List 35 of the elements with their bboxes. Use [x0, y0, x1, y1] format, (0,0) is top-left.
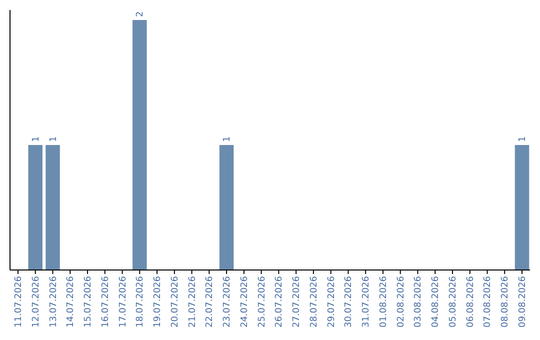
x-tick-label: 07.08.2026 [483, 276, 494, 328]
x-tick-label: 01.08.2026 [378, 276, 389, 328]
x-tick-label: 18.07.2026 [136, 276, 146, 328]
x-tick-label: 25.07.2026 [257, 276, 268, 328]
x-tick-label: 15.07.2026 [84, 276, 94, 328]
data-label: 1 [48, 136, 59, 142]
x-tick-label: 02.08.2026 [396, 276, 406, 328]
x-tick-label: 24.07.2026 [240, 276, 250, 328]
x-tick-label: 26.07.2026 [274, 276, 285, 328]
x-tick-label: 21.07.2026 [188, 276, 198, 328]
data-label: 1 [222, 136, 233, 142]
x-tick-label: 23.07.2026 [222, 276, 233, 328]
x-tick-label: 19.07.2026 [153, 276, 164, 328]
data-label: 1 [31, 136, 42, 142]
x-tick-label: 04.08.2026 [431, 276, 442, 328]
x-tick-label: 31.07.2026 [362, 276, 372, 328]
x-tick-label: 17.07.2026 [118, 276, 128, 328]
x-tick-label: 12.07.2026 [31, 276, 42, 328]
data-label: 2 [136, 11, 146, 17]
data-label: 1 [518, 136, 528, 142]
x-tick-label: 14.07.2026 [66, 276, 76, 328]
x-tick-label: 22.07.2026 [205, 276, 216, 328]
x-tick-label: 11.07.2026 [14, 276, 24, 328]
x-tick-label: 16.07.2026 [100, 276, 111, 328]
x-tick-label: 06.08.2026 [466, 276, 476, 328]
x-tick-label: 30.07.2026 [344, 276, 354, 328]
x-tick-label: 13.07.2026 [48, 276, 59, 328]
x-tick-label: 09.08.2026 [518, 276, 528, 328]
x-tick-label: 05.08.2026 [448, 276, 458, 328]
x-tick-label: 20.07.2026 [170, 276, 180, 328]
x-tick-label: 29.07.2026 [326, 276, 337, 328]
x-tick-label: 28.07.2026 [309, 276, 320, 328]
x-tick-label: 08.08.2026 [500, 276, 511, 328]
x-tick-label: 27.07.2026 [292, 276, 302, 328]
x-tick-label: 03.08.2026 [414, 276, 424, 328]
